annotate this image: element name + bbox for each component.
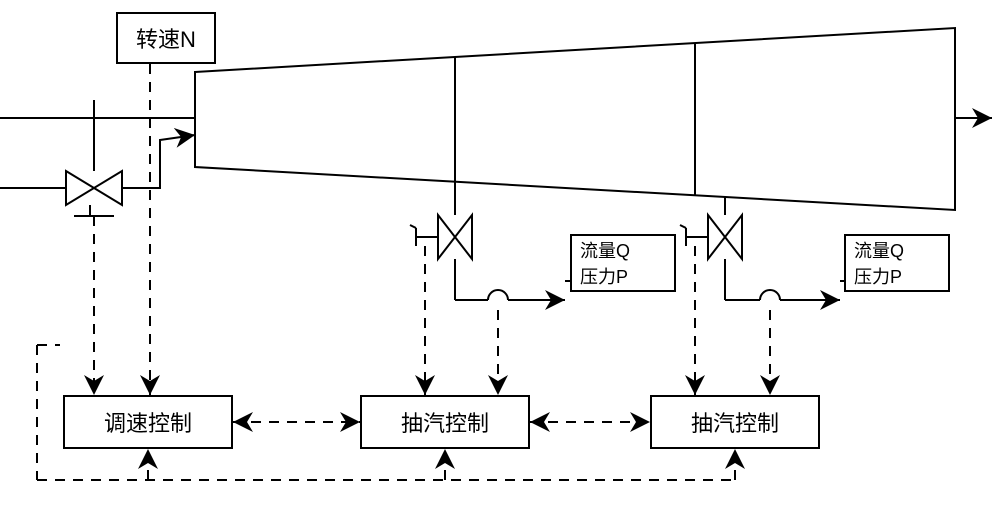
speed-label: 转速N [136,22,196,54]
speed-control-box: 调速控制 [63,395,233,449]
speed-control-label: 调速控制 [104,406,192,438]
pressure-p-label: 压力P [854,263,902,289]
extraction2-control-box: 抽汽控制 [650,395,820,449]
extraction1-control-label: 抽汽控制 [401,406,489,438]
extraction2-control-label: 抽汽控制 [691,406,779,438]
flow-q-label: 流量Q [854,237,904,263]
extraction1-control-box: 抽汽控制 [360,395,530,449]
extraction1-measure-box: 流量Q 压力P [570,234,676,292]
speed-label-box: 转速N [116,12,216,64]
pressure-p-label: 压力P [580,263,628,289]
extraction2-measure-box: 流量Q 压力P [844,234,950,292]
flow-q-label: 流量Q [580,237,630,263]
